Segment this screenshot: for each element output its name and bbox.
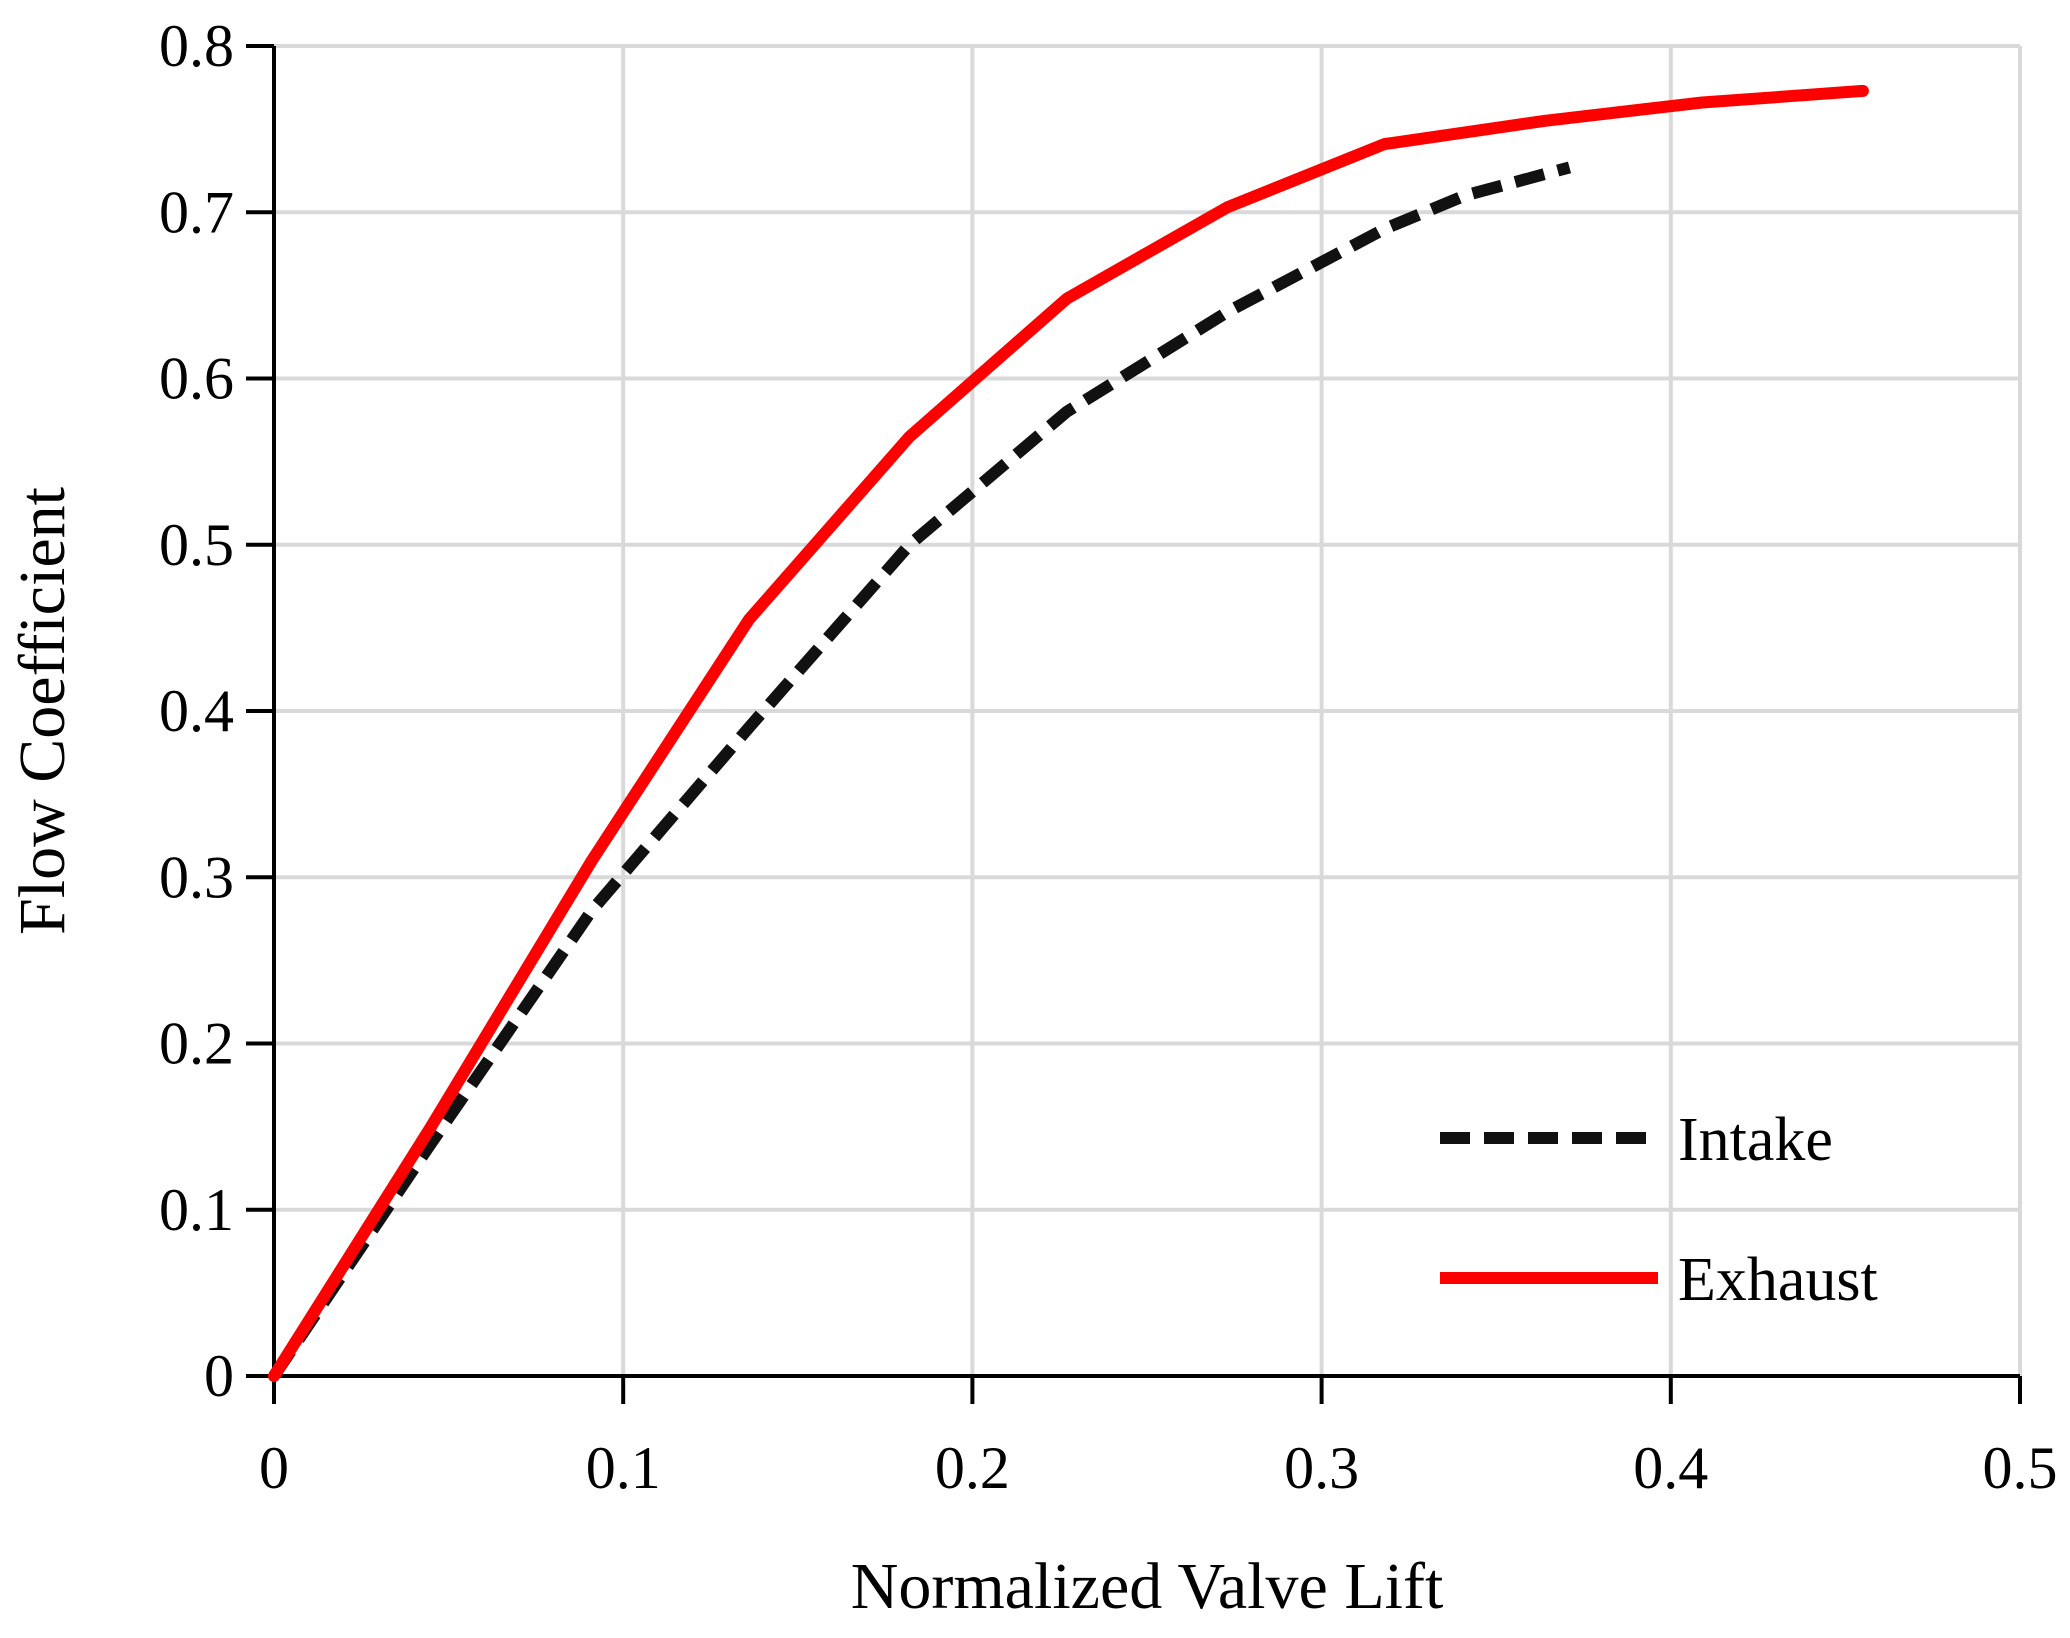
- y-tick-label: 0.8: [159, 13, 234, 79]
- x-tick-label: 0.5: [1983, 1435, 2058, 1501]
- y-tick-label: 0.4: [159, 678, 234, 744]
- y-tick-label: 0.6: [159, 346, 234, 412]
- y-tick-label: 0.1: [159, 1177, 234, 1243]
- legend-label-intake: Intake: [1678, 1106, 1833, 1174]
- x-tick-label: 0.2: [935, 1435, 1010, 1501]
- y-tick-label: 0.3: [159, 844, 234, 910]
- y-tick-label: 0: [204, 1343, 234, 1409]
- legend-label-exhaust: Exhaust: [1678, 1246, 1878, 1314]
- x-axis-title: Normalized Valve Lift: [851, 1550, 1444, 1623]
- x-tick-label: 0.4: [1633, 1435, 1708, 1501]
- x-tick-label: 0.1: [586, 1435, 661, 1501]
- x-tick-label: 0.3: [1284, 1435, 1359, 1501]
- legend: Intake Exhaust: [1440, 1106, 1878, 1314]
- y-tick-label: 0.2: [159, 1011, 234, 1077]
- grid-lines: [274, 44, 2022, 1376]
- y-axis-title: Flow Coefficient: [6, 487, 79, 935]
- series-line-exhaust: [268, 84, 1869, 1382]
- series-line-intake: [269, 161, 1572, 1380]
- ticks: 0 0.1 0.2 0.3 0.4 0.5 0.6 0.7 0.8 0 0.1 0.2 0.3 0.4 0.…: [159, 13, 2058, 1501]
- y-tick-label: 0.7: [159, 179, 234, 245]
- x-tick-label: 0: [259, 1435, 289, 1501]
- y-tick-label: 0.5: [159, 512, 234, 578]
- series-group: [268, 84, 1869, 1382]
